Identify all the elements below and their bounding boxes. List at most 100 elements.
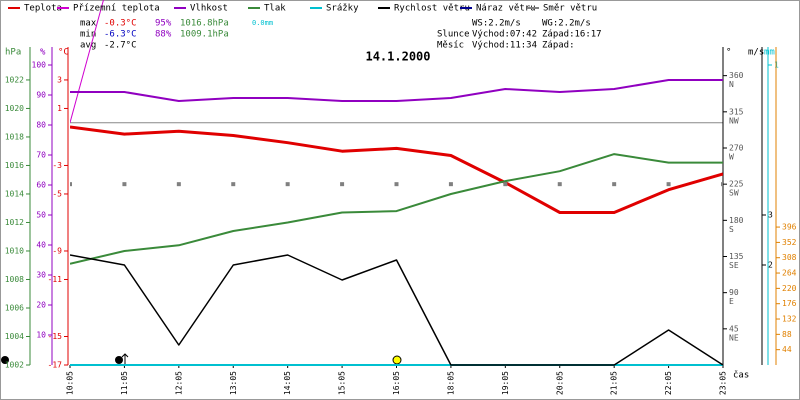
x-tick-label: 14:05 <box>283 371 292 395</box>
ws: WS:2.2m/s <box>472 19 521 29</box>
x-tick-label: 19:05 <box>501 371 510 395</box>
compass-label: W <box>729 152 734 161</box>
y-tick-label: 88 <box>782 330 792 339</box>
y-tick-label: 90 <box>36 90 46 99</box>
y-tick-label: 180 <box>729 216 744 225</box>
max-rain: 0.0mm <box>252 19 273 27</box>
y-tick-label: -5 <box>52 189 62 198</box>
axis-unit: hPa <box>5 48 21 58</box>
y-tick-label: 3 <box>768 211 773 220</box>
axis-unit: % <box>40 48 46 58</box>
y-tick-label: 1016 <box>5 161 24 170</box>
y-tick-label: -15 <box>48 332 63 341</box>
legend-label: Vlhkost <box>190 4 228 14</box>
sun-set: Západ:16:17 <box>542 30 602 40</box>
min-hum: 88% <box>155 30 172 40</box>
y-tick-label: 1020 <box>5 104 24 113</box>
y-tick-label: 50 <box>36 210 46 219</box>
axis-unit: mm <box>764 48 775 58</box>
min-label: min <box>80 30 96 40</box>
moon-rise: Východ:11:34 <box>472 41 537 51</box>
axis-unit: °C <box>58 48 69 58</box>
x-tick-label: 20:05 <box>555 371 564 395</box>
direction-point <box>176 182 181 187</box>
y-tick-label: 1006 <box>5 303 24 312</box>
y-tick-label: -11 <box>48 275 63 284</box>
y-tick-label: 135 <box>729 252 744 261</box>
y-tick-label: 264 <box>782 269 797 278</box>
series-line <box>70 79 723 102</box>
direction-point <box>340 182 345 187</box>
y-tick-label: 3 <box>57 75 62 84</box>
y-tick-label: 132 <box>782 315 797 324</box>
axis-unit: m/s <box>748 48 764 58</box>
y-tick-label: 176 <box>782 299 797 308</box>
y-tick-label: 396 <box>782 223 797 232</box>
series-line <box>70 125 723 214</box>
y-tick-label: 10 <box>36 330 46 339</box>
legend-label: Přízemní teplota <box>73 4 160 14</box>
x-tick-label: 22:05 <box>664 371 673 395</box>
direction-point <box>70 182 72 187</box>
icon-arrow <box>121 353 129 364</box>
x-tick-label: 12:05 <box>174 371 183 395</box>
y-tick-label: 360 <box>729 71 744 80</box>
direction-point <box>394 182 399 187</box>
header-info: max -0.3°C 95% 1016.8hPa 0.0mm min -6.3°… <box>80 19 602 51</box>
y-tick-label: 100 <box>32 60 47 69</box>
direction-point <box>503 182 508 187</box>
y-tick-label: 1 <box>57 104 62 113</box>
legend-label: Tlak <box>264 4 286 14</box>
series-line <box>70 254 723 366</box>
direction-point <box>557 182 562 187</box>
sun-rise: Východ:07:42 <box>472 30 537 40</box>
compass-label: NE <box>729 333 739 342</box>
min-temp: -6.3°C <box>104 30 137 40</box>
y-tick-label: 1018 <box>5 132 24 141</box>
compass-label: S <box>729 225 734 234</box>
max-hum: 95% <box>155 19 172 29</box>
direction-point <box>122 182 127 187</box>
axis-unit: ° <box>726 48 731 58</box>
compass-label: SW <box>729 189 739 198</box>
x-tick-label: 11:05 <box>120 371 129 395</box>
x-tick-label: 13:05 <box>229 371 238 395</box>
y-tick-label: 40 <box>36 240 46 249</box>
compass-label: N <box>729 80 734 89</box>
y-tick-label: 1008 <box>5 275 24 284</box>
y-tick-label: 2 <box>768 261 773 270</box>
icon-dot <box>1 356 9 364</box>
y-tick-label: 1010 <box>5 246 24 255</box>
max-temp: -0.3°C <box>104 19 137 29</box>
y-tick-label: 220 <box>782 284 797 293</box>
y-tick-label: 1002 <box>5 361 24 370</box>
y-tick-label: 60 <box>36 180 46 189</box>
y-tick-label: 315 <box>729 107 744 116</box>
y-tick-label: 70 <box>36 150 46 159</box>
series-line <box>70 153 723 265</box>
y-tick-label: 45 <box>729 324 739 333</box>
moon: Měsíc <box>437 41 464 51</box>
compass-label: SE <box>729 261 739 270</box>
x-tick-label: 21:05 <box>610 371 619 395</box>
y-tick-label: 90 <box>729 288 739 297</box>
y-tick-label: 352 <box>782 238 797 247</box>
sun: Slunce <box>437 30 470 40</box>
legend-label: Teplota <box>24 4 62 14</box>
x-tick-label: 10:05 <box>66 371 75 395</box>
y-tick-label: 20 <box>36 300 46 309</box>
min-press: 1009.1hPa <box>180 30 229 40</box>
x-tick-label: 18:05 <box>446 371 455 395</box>
icons <box>1 353 402 365</box>
icon-dot <box>115 356 123 364</box>
y-tick-label: 1012 <box>5 218 24 227</box>
compass-label: NW <box>729 116 739 125</box>
direction-point <box>666 182 671 187</box>
legend-label: Směr větru <box>543 4 597 14</box>
avg-label: avg <box>80 41 96 51</box>
legend-label: Rychlost větru <box>394 4 470 14</box>
legend-label: Náraz větru <box>476 4 536 14</box>
y-tick-label: 1014 <box>5 189 24 198</box>
